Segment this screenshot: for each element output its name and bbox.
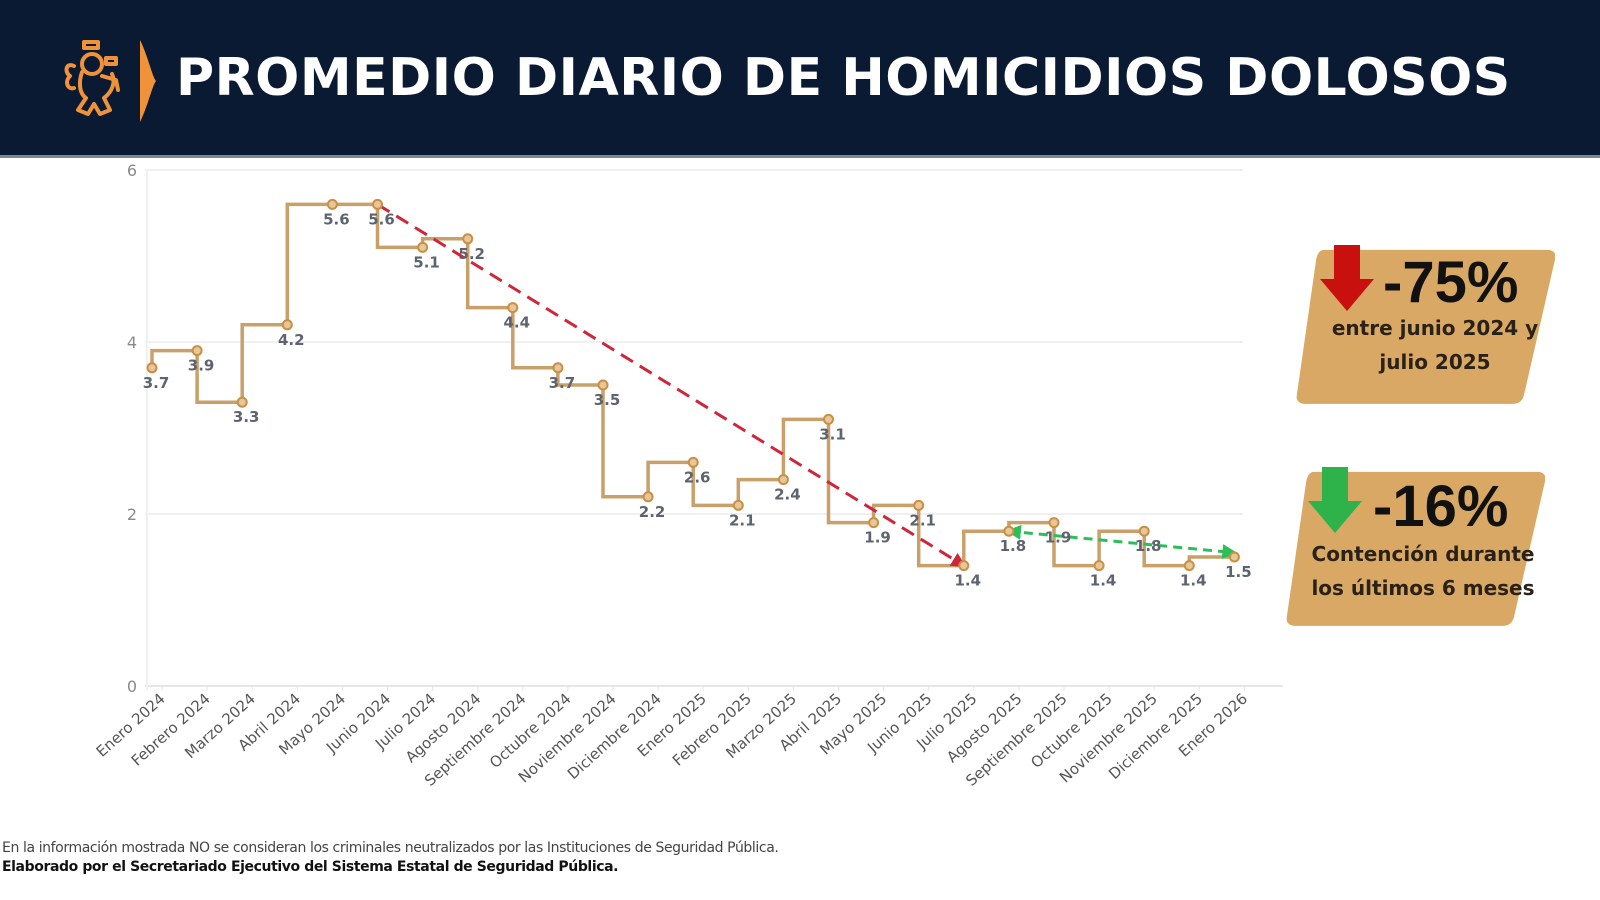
page-title: PROMEDIO DIARIO DE HOMICIDIOS DOLOSOS — [176, 48, 1511, 108]
data-label: 1.4 — [1180, 572, 1207, 590]
badge-text: entre junio 2024 y julio 2025 — [1315, 311, 1555, 379]
header-banner: PROMEDIO DIARIO DE HOMICIDIOS DOLOSOS — [0, 0, 1600, 158]
data-point — [732, 499, 744, 511]
data-point — [868, 517, 880, 529]
data-point — [507, 302, 519, 314]
data-label: 5.2 — [458, 245, 485, 263]
data-series-line — [150, 202, 1235, 568]
data-label: 2.1 — [729, 511, 756, 529]
data-point — [958, 560, 970, 572]
data-point — [777, 474, 789, 486]
data-point — [372, 198, 383, 210]
data-label: 3.3 — [233, 408, 260, 426]
arrow-down-icon — [1308, 467, 1362, 533]
data-label: 4.4 — [504, 314, 531, 332]
data-point — [1093, 560, 1105, 572]
data-point — [236, 396, 248, 408]
data-point — [417, 241, 429, 253]
data-point — [913, 499, 925, 511]
trend-arrow — [376, 203, 967, 568]
data-label: 1.8 — [1000, 537, 1027, 555]
data-point — [191, 345, 203, 357]
badge-value: -75% — [1383, 250, 1519, 315]
data-label: 2.4 — [774, 486, 801, 504]
data-label: 1.9 — [1045, 529, 1072, 547]
badge-containment-16: -16% Contención durante los últimos 6 me… — [1285, 467, 1545, 632]
x-tick-label: Febrero 2025 — [669, 690, 755, 770]
data-point — [1183, 560, 1195, 572]
data-label: 5.1 — [413, 253, 440, 271]
y-tick-label: 6 — [127, 161, 137, 180]
data-label: 5.6 — [323, 210, 350, 228]
data-point — [1228, 551, 1240, 563]
badge-text: Contención durante los últimos 6 meses — [1295, 537, 1551, 605]
data-label: 3.7 — [549, 374, 576, 392]
badge-text-line: los últimos 6 meses — [1311, 576, 1535, 600]
data-point — [687, 456, 699, 468]
data-point — [281, 319, 293, 331]
data-point — [146, 362, 158, 374]
data-label: 1.4 — [955, 572, 982, 590]
data-label: 4.2 — [278, 331, 305, 349]
data-label: 1.8 — [1135, 537, 1162, 555]
data-point — [597, 379, 609, 391]
data-point — [642, 491, 654, 503]
footer-note: En la información mostrada NO se conside… — [2, 840, 779, 856]
badge-value: -16% — [1373, 474, 1509, 539]
data-label: 1.5 — [1225, 563, 1252, 581]
y-tick-label: 2 — [127, 505, 137, 524]
badge-text-line: entre junio 2024 y — [1331, 316, 1539, 340]
x-tick-label: Febrero 2024 — [128, 690, 214, 770]
data-label: 2.1 — [909, 511, 936, 529]
data-label: 5.6 — [368, 210, 395, 228]
data-point — [552, 362, 564, 374]
data-label: 1.9 — [864, 529, 891, 547]
y-tick-label: 0 — [127, 677, 137, 696]
data-label: 3.1 — [819, 425, 846, 443]
data-point — [1048, 517, 1060, 529]
lion-emblem-icon — [64, 40, 156, 122]
data-point — [462, 233, 474, 245]
data-point — [326, 198, 338, 210]
data-label: 3.5 — [594, 391, 621, 409]
trend-arrow — [1005, 524, 1238, 560]
data-label: 2.2 — [639, 503, 666, 521]
arrow-down-icon — [1320, 245, 1374, 311]
badge-reduction-75: -75% entre junio 2024 y julio 2025 — [1295, 245, 1555, 410]
data-label: 3.7 — [143, 374, 170, 392]
data-label: 2.6 — [684, 468, 711, 486]
data-point — [823, 413, 834, 425]
data-label: 3.9 — [188, 357, 215, 375]
footer-credit: Elaborado por el Secretariado Ejecutivo … — [2, 859, 619, 875]
data-point — [1138, 525, 1150, 537]
badge-text-line: julio 2025 — [1379, 350, 1491, 374]
y-tick-label: 4 — [127, 333, 137, 352]
data-point — [1003, 525, 1015, 537]
data-label: 1.4 — [1090, 572, 1117, 590]
badge-text-line: Contención durante — [1311, 542, 1535, 566]
